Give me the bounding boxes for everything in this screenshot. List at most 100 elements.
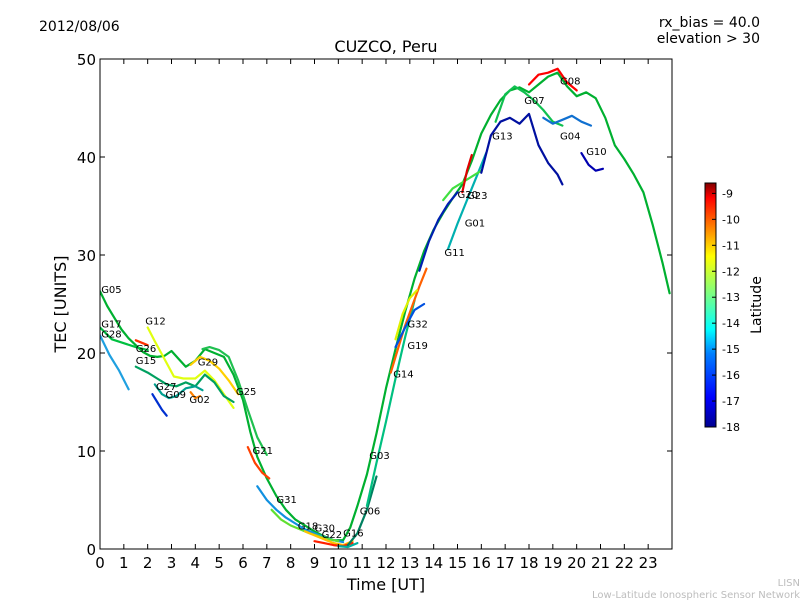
colorbar-label: Latitude [749, 276, 765, 334]
series-label-g09: G09 [166, 390, 186, 401]
x-tick-label: 12 [376, 554, 395, 572]
series-label-g10: G10 [586, 147, 606, 158]
series-label-g01: G01 [465, 219, 485, 230]
y-axis: 0 10 20 30 40 50 [77, 51, 672, 559]
series-label-g21: G21 [253, 446, 273, 457]
x-tick-label: 1 [119, 554, 129, 572]
colorbar-tick-label: -11 [722, 239, 740, 252]
series-line-g32 [394, 289, 419, 341]
series-line-g08 [527, 67, 578, 92]
x-tick-label: 22 [615, 554, 634, 572]
colorbar-tick-label: -17 [722, 395, 740, 408]
series-line-g22 [313, 540, 354, 548]
x-tick-label: 23 [639, 554, 658, 572]
series-line-g10 [580, 152, 605, 172]
x-axis-label: Time [UT] [346, 575, 425, 594]
series-line-g16 [337, 541, 359, 549]
series-label-g04: G04 [560, 131, 580, 142]
series-label-g03: G03 [369, 451, 389, 462]
colorbar-tick-label: -10 [722, 213, 740, 226]
series-label-g18: G18 [298, 521, 318, 532]
series-label-g20: G20 [458, 190, 478, 201]
y-tick-label: 30 [77, 247, 96, 265]
x-tick-label: 0 [95, 554, 105, 572]
series-label-g07: G07 [524, 96, 544, 107]
series-label-g02: G02 [189, 395, 209, 406]
series-label-g14: G14 [393, 370, 413, 381]
chart-title: CUZCO, Peru [334, 37, 437, 56]
colorbar [704, 182, 717, 428]
series-line-g03 [365, 299, 416, 507]
series-label-g27: G27 [156, 382, 176, 393]
y-tick-label: 50 [77, 51, 96, 69]
x-axis: 0 1 2 3 4 5 6 7 8 9 10 11 12 13 14 15 16 17 18 19 20 21 22 23 [95, 59, 658, 572]
x-tick-label: 20 [567, 554, 586, 572]
watermark-short: LISN [778, 578, 800, 589]
series-line-g17 [100, 326, 149, 352]
series-label-g22: G22 [322, 530, 342, 541]
x-tick-label: 16 [472, 554, 491, 572]
plot-frame [99, 58, 673, 550]
y-axis-label: TEC [UNITS] [51, 256, 70, 354]
series-label-g31: G31 [276, 495, 296, 506]
colorbar-ticks: -9 -10 -11 -12 -13 -14 -15 -16 -17 -18 [712, 187, 740, 434]
x-tick-label: 4 [191, 554, 201, 572]
colorbar-tick-label: -12 [722, 265, 740, 278]
x-tick-label: 13 [400, 554, 419, 572]
y-tick-label: 40 [77, 149, 96, 167]
series-label-g19: G19 [407, 341, 427, 352]
series-line-g12 [146, 326, 235, 409]
series-label-g08: G08 [560, 77, 580, 88]
x-tick-label: 8 [286, 554, 296, 572]
series-line-g01 [446, 152, 488, 251]
colorbar-tick-label: -15 [722, 343, 740, 356]
series-line-g13 [480, 112, 564, 186]
series-label-g26: G26 [136, 344, 156, 355]
series-label-g16: G16 [343, 528, 363, 539]
series-line-g11 [418, 191, 459, 272]
series-line-g04 [542, 114, 593, 127]
series-line-g05 [100, 71, 671, 542]
x-tick-label: 15 [448, 554, 467, 572]
series-line-g06 [346, 475, 378, 547]
x-tick-label: 6 [238, 554, 248, 572]
elevation-label: elevation > 30 [657, 31, 760, 47]
series-label-g13: G13 [492, 131, 512, 142]
y-tick-label: 10 [77, 443, 96, 461]
series-label-g15: G15 [136, 356, 156, 367]
series-line-g25 [201, 346, 268, 456]
series-line-g19 [394, 302, 426, 349]
x-tick-label: 17 [496, 554, 515, 572]
series-line-g15 [134, 365, 235, 404]
series-line-g20 [442, 169, 483, 202]
series-line-g02 [189, 391, 202, 400]
colorbar-tick-label: -14 [722, 317, 740, 330]
series-line-g27 [153, 383, 204, 400]
colorbar-tick-label: -13 [722, 291, 740, 304]
series-label-g17: G17 [101, 320, 121, 331]
y-tick-label: 0 [86, 541, 96, 559]
colorbar-tick-label: -16 [722, 369, 740, 382]
series-line-g23 [461, 153, 473, 194]
series-label-g32: G32 [407, 320, 427, 331]
colorbar-tick-label: -9 [722, 187, 733, 200]
series-line-g26 [134, 339, 149, 347]
x-tick-label: 11 [353, 554, 372, 572]
x-tick-label: 2 [143, 554, 153, 572]
x-tick-label: 7 [262, 554, 272, 572]
series-label-g11: G11 [444, 248, 464, 259]
x-tick-label: 21 [591, 554, 610, 572]
x-tick-label: 18 [519, 554, 538, 572]
watermark-long: Low-Latitude Ionospheric Sensor Network [592, 590, 800, 600]
series-label-g30: G30 [315, 523, 335, 534]
y-tick-label: 20 [77, 345, 96, 363]
x-tick-label: 19 [543, 554, 562, 572]
x-tick-label: 5 [214, 554, 224, 572]
series-label-g25: G25 [236, 387, 256, 398]
series-layer [100, 67, 671, 549]
series-label-g06: G06 [360, 507, 380, 518]
x-tick-label: 10 [329, 554, 348, 572]
series-label-g12: G12 [145, 317, 165, 328]
